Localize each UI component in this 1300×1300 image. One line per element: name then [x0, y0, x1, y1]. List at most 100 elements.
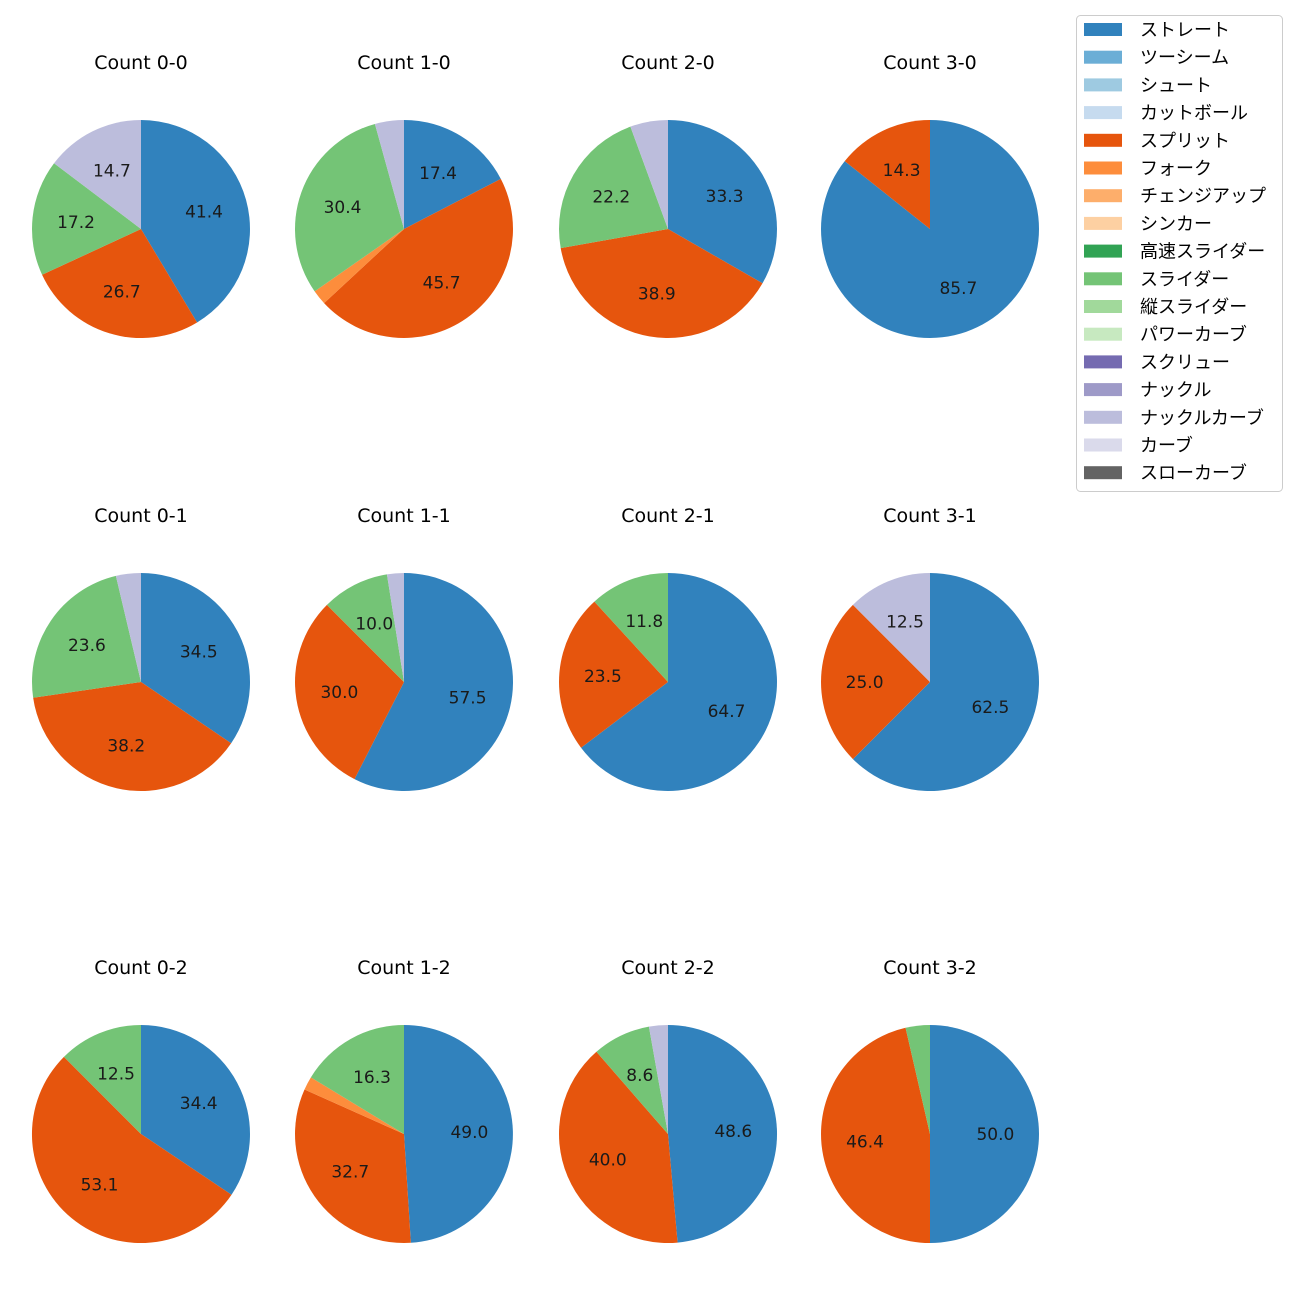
slice-value-label: 38.9 [638, 284, 676, 304]
pie-panel: Count 0-1 34.5 38.2 23.6 [32, 505, 251, 791]
legend-label: スクリュー [1140, 352, 1230, 373]
legend-entry: スクリュー [1084, 352, 1230, 373]
pie-slice [374, 120, 404, 229]
slice-value-label: 16.3 [353, 1068, 391, 1088]
legend-swatch [1084, 189, 1122, 203]
slice-value-label: 34.4 [180, 1094, 218, 1114]
legend-entry: シンカー [1084, 214, 1212, 235]
slice-value-label: 12.5 [886, 613, 924, 633]
legend-label: ナックル [1140, 380, 1211, 401]
legend-swatch [1084, 438, 1122, 452]
slice-value-label: 33.3 [706, 187, 744, 207]
legend-label: チェンジアップ [1140, 186, 1266, 207]
pie-panel: Count 0-0 41.4 26.7 17.2 14.7 [31, 52, 250, 338]
pie-title: Count 3-0 [883, 52, 977, 74]
legend-label: カーブ [1140, 435, 1193, 457]
legend-label: スライダー [1140, 269, 1229, 290]
pie-slice [821, 1027, 930, 1243]
legend-swatch [1084, 133, 1122, 147]
legend-entry: ナックル [1084, 380, 1211, 401]
legend-entry: スプリット [1084, 131, 1230, 152]
slice-value-label: 40.0 [589, 1151, 627, 1171]
pie-panel: Count 2-0 33.3 38.9 22.2 [558, 52, 777, 339]
legend-entry: ストレート [1084, 20, 1230, 41]
pie-panel: Count 2-2 48.6 40.0 8.6 [558, 957, 778, 1244]
legend-entry: パワーカーブ [1084, 324, 1247, 346]
legend-label: シンカー [1140, 214, 1212, 235]
pie-panel: Count 1-0 17.4 45.7 30.4 [294, 52, 513, 338]
legend-swatch [1084, 244, 1122, 258]
pie-slice [630, 120, 668, 229]
slice-value-label: 50.0 [976, 1125, 1014, 1145]
slice-value-label: 32.7 [331, 1162, 369, 1182]
legend-swatch [1084, 355, 1122, 369]
pie-slice [668, 1025, 778, 1243]
pie-slice [558, 601, 668, 748]
slice-value-label: 8.6 [626, 1066, 653, 1086]
pie-slice [844, 120, 930, 229]
pie-title: Count 3-2 [883, 957, 977, 979]
pie-slice [295, 1089, 411, 1243]
legend-label: スローカーブ [1140, 462, 1247, 484]
legend-entry: シュート [1084, 75, 1212, 96]
pie-title: Count 0-2 [94, 957, 188, 979]
pie-slice [558, 1051, 678, 1244]
legend-entry: カットボール [1084, 103, 1248, 124]
pie-slice [304, 1077, 404, 1134]
pie-panel: Count 3-1 62.5 25.0 12.5 [821, 505, 1040, 791]
slice-value-label: 85.7 [939, 279, 977, 299]
pie-slice [33, 682, 232, 791]
legend-label: パワーカーブ [1140, 324, 1247, 346]
slice-value-label: 10.0 [355, 615, 393, 635]
slice-value-label: 64.7 [708, 702, 746, 722]
legend-swatch [1084, 161, 1122, 175]
legend-swatch [1084, 216, 1122, 230]
legend-label: ストレート [1140, 20, 1230, 41]
pie-slice [905, 1025, 930, 1134]
pie-slice [596, 1026, 668, 1134]
slice-value-label: 30.0 [320, 683, 358, 703]
pie-slice [42, 229, 198, 338]
pie-panel: Count 3-2 50.0 46.4 [821, 957, 1039, 1243]
legend-entry: ナックルカーブ [1084, 407, 1264, 429]
legend-entry: チェンジアップ [1084, 186, 1266, 207]
legend-label: 縦スライダー [1140, 297, 1247, 318]
pie-slice [930, 1025, 1039, 1243]
pie-slice [668, 120, 777, 284]
slice-value-label: 23.6 [68, 636, 106, 656]
pie-title: Count 0-1 [94, 505, 188, 527]
pie-title: Count 1-1 [357, 505, 451, 527]
legend-swatch [1084, 272, 1122, 286]
pie-slice [326, 574, 404, 682]
legend-frame [1076, 15, 1283, 492]
pie-slice [354, 573, 514, 791]
pie-slice [31, 1056, 232, 1244]
pie-slice [581, 573, 777, 791]
legend-label: 高速スライダー [1140, 242, 1265, 263]
legend-swatch [1084, 466, 1122, 480]
slice-value-label: 57.5 [449, 688, 487, 708]
slice-value-label: 11.8 [625, 612, 663, 632]
pie-slice [310, 1025, 404, 1134]
legend-entry: 縦スライダー [1084, 297, 1247, 318]
pie-title: Count 3-1 [883, 505, 977, 527]
slice-value-label: 41.4 [185, 203, 223, 223]
legend-label: ツーシーム [1140, 48, 1229, 69]
legend-entry: ツーシーム [1084, 48, 1229, 69]
pie-panel: Count 3-0 85.7 14.3 [821, 52, 1040, 338]
slice-value-label: 17.4 [419, 164, 457, 184]
pie-panel: Count 1-1 57.5 30.0 10.0 [295, 505, 514, 791]
slice-value-label: 49.0 [450, 1123, 488, 1143]
pie-slice [558, 126, 668, 249]
pie-panels: Count 0-0 41.4 26.7 17.2 14.7 Count 1-0 17.4 45… [31, 52, 1040, 1244]
slice-value-label: 26.7 [103, 283, 141, 303]
pie-title: Count 1-0 [357, 52, 451, 74]
pie-title: Count 1-2 [357, 957, 451, 979]
legend-entry: 高速スライダー [1084, 242, 1265, 263]
slice-value-label: 62.5 [971, 698, 1009, 718]
legend-swatch [1084, 106, 1122, 120]
pie-slice [54, 120, 141, 229]
pie-title: Count 0-0 [94, 52, 188, 74]
pie-panel: Count 2-1 64.7 23.5 11.8 [558, 505, 777, 791]
legend-swatch [1084, 410, 1122, 424]
